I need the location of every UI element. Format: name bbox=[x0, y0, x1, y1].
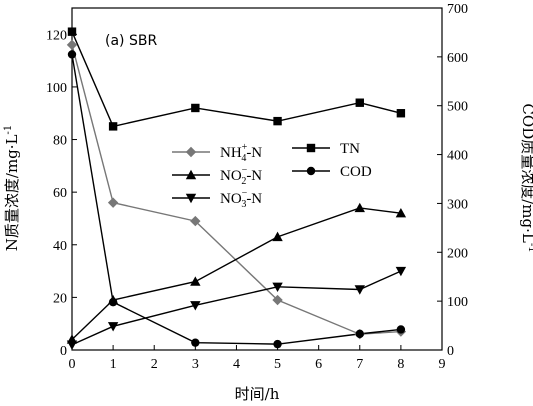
data-point-tn bbox=[355, 98, 364, 107]
legend-marker-tn bbox=[306, 143, 316, 153]
x-tick-label: 1 bbox=[110, 357, 117, 372]
y-axis-label-left-main: N质量浓度/mg·L bbox=[3, 134, 21, 251]
series-lines bbox=[71, 31, 402, 346]
data-point-cod bbox=[273, 339, 282, 349]
data-point-no3 bbox=[272, 282, 283, 293]
y2-tick-label: 200 bbox=[447, 246, 468, 261]
legend-marker-cod bbox=[306, 166, 316, 176]
y-tick-label: 100 bbox=[46, 81, 67, 96]
y-tick-label: 120 bbox=[46, 28, 67, 43]
data-point-cod bbox=[355, 329, 364, 339]
series-line-nh4 bbox=[71, 44, 401, 335]
data-point-no2 bbox=[354, 202, 365, 213]
x-tick-label: 0 bbox=[69, 357, 76, 372]
data-point-tn bbox=[396, 109, 406, 118]
data-point-no2 bbox=[190, 276, 201, 286]
y2-tick-label: 100 bbox=[447, 295, 468, 310]
data-point-no2 bbox=[272, 231, 283, 242]
data-point-no3 bbox=[66, 340, 78, 350]
x-tick-label: 5 bbox=[274, 357, 281, 372]
legend-marker-no3 bbox=[185, 193, 197, 204]
data-point-cod bbox=[67, 50, 77, 59]
y-axis-label-right: COD质量浓度/mg·L-1 bbox=[519, 103, 533, 252]
x-tick-label: 9 bbox=[439, 357, 446, 372]
x-tick-label: 8 bbox=[397, 357, 404, 372]
data-point-tn bbox=[67, 27, 77, 36]
y2-tick-label: 700 bbox=[447, 2, 468, 17]
x-tick-label: 3 bbox=[192, 357, 199, 372]
y-tick-label: 0 bbox=[60, 344, 67, 359]
series-line-no2 bbox=[71, 207, 401, 340]
data-point-no3 bbox=[395, 266, 407, 277]
data-point-no3 bbox=[190, 301, 201, 311]
y2-tick-label: 300 bbox=[447, 197, 468, 212]
data-point-tn bbox=[191, 103, 200, 113]
legend-label-tn: TN bbox=[340, 141, 360, 157]
data-point-tn bbox=[108, 122, 118, 131]
y2-tick-label: 600 bbox=[447, 51, 468, 66]
series-markers bbox=[66, 27, 407, 350]
x-tick-label: 7 bbox=[356, 357, 363, 372]
legend-label-cod: COD bbox=[340, 164, 372, 180]
y2-tick-label: 500 bbox=[447, 100, 468, 115]
y-tick-label: 80 bbox=[53, 134, 67, 149]
y-axis-label-right-sup: -1 bbox=[526, 243, 533, 253]
data-point-nh4 bbox=[190, 215, 201, 227]
legend-marker-nh4 bbox=[185, 146, 197, 158]
data-point-nh4 bbox=[66, 39, 78, 51]
y2-tick-label: 400 bbox=[447, 149, 468, 164]
x-tick-label: 6 bbox=[315, 357, 322, 372]
y-axis-label-right-main: COD质量浓度/mg·L bbox=[519, 103, 533, 242]
x-axis: 0 1 2 3 4 5 6 7 8 9 bbox=[69, 345, 446, 372]
y-axis-label-left: N质量浓度/mg·L-1 bbox=[3, 125, 21, 251]
x-axis-label: 时间/h bbox=[235, 385, 280, 403]
data-point-cod bbox=[396, 325, 406, 334]
data-point-no2 bbox=[395, 208, 407, 218]
legend-label-nh4: NH+ 4-N bbox=[220, 142, 262, 164]
x-tick-label: 4 bbox=[233, 357, 240, 372]
y-tick-label: 40 bbox=[53, 239, 67, 254]
legend-label-no2: NO− 2-N bbox=[220, 165, 262, 187]
x-tick-label: 2 bbox=[151, 357, 158, 372]
series-line-tn bbox=[71, 31, 402, 128]
data-point-no3 bbox=[107, 322, 119, 332]
series-line-cod bbox=[71, 54, 401, 345]
data-point-cod bbox=[191, 338, 200, 347]
data-point-nh4 bbox=[107, 197, 119, 208]
series-line-no3 bbox=[71, 270, 402, 346]
data-point-no3 bbox=[354, 285, 365, 295]
plot-frame bbox=[71, 7, 443, 351]
chart-title: (a) SBR bbox=[105, 33, 157, 49]
y-tick-label: 20 bbox=[53, 291, 67, 306]
legend: NH+ 4-NNO− 2-NNO− 3-N TN COD bbox=[172, 141, 372, 210]
y2-tick-label: 0 bbox=[447, 344, 454, 359]
data-point-nh4 bbox=[272, 294, 283, 306]
y-tick-label: 60 bbox=[53, 186, 67, 201]
y-axis-left: 0 20 40 60 80 100 120 bbox=[46, 28, 77, 359]
data-point-tn bbox=[273, 116, 282, 126]
legend-label-no3: NO− 3-N bbox=[220, 188, 262, 210]
y-axis-label-left-sup: -1 bbox=[3, 125, 14, 135]
y-axis-right: 0 100 200 300 400 500 600 700 bbox=[437, 2, 468, 359]
data-point-cod bbox=[108, 297, 118, 307]
legend-marker-no2 bbox=[185, 169, 197, 180]
